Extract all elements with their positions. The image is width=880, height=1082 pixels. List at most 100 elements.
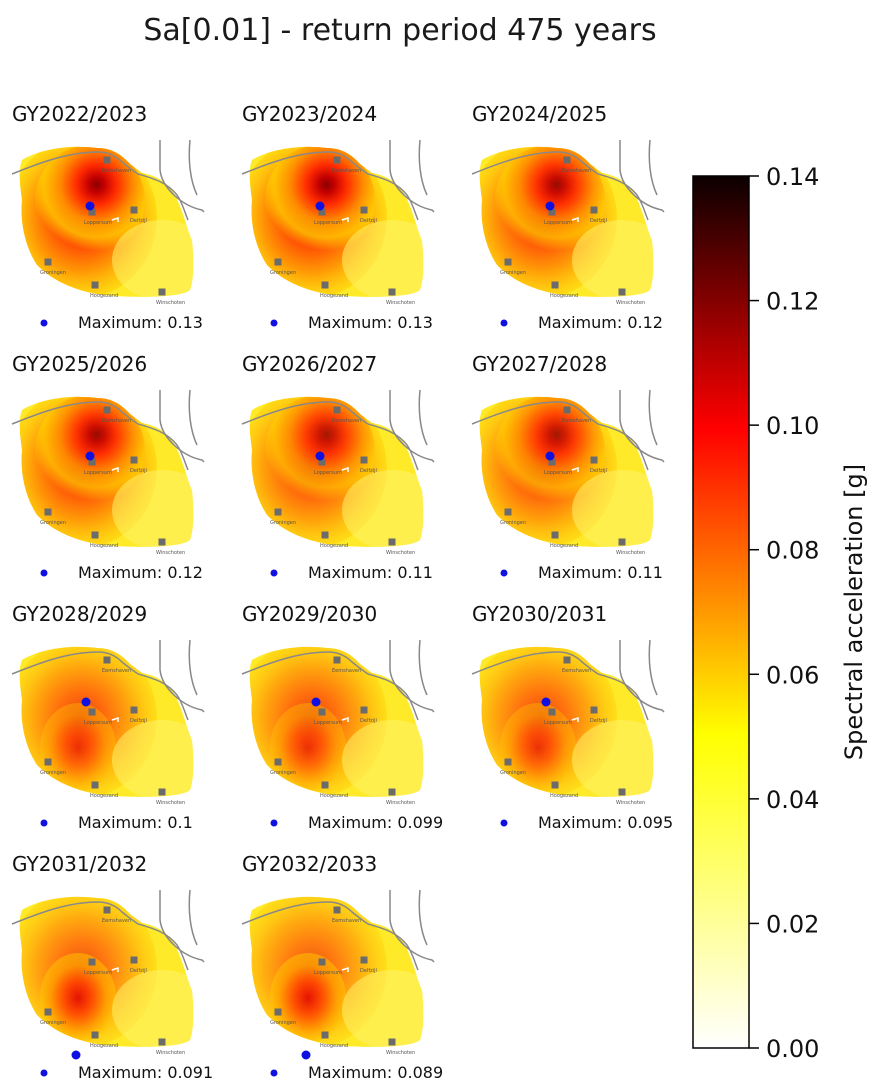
map-mark [571, 716, 579, 722]
coastline [471, 401, 599, 425]
max-location-dot [311, 697, 321, 707]
border-line-2 [188, 389, 198, 446]
city-marker [333, 406, 341, 414]
hazard-field [249, 896, 424, 1047]
city-label: Groningen [40, 520, 66, 526]
city-marker [321, 531, 329, 539]
city-marker [91, 531, 99, 539]
city-marker [321, 1031, 329, 1039]
hazard-peak [270, 703, 346, 793]
hazard-field [19, 146, 194, 297]
map-panel: GY2027/2028 Eemshaven Delfzijl Loppersum Gro… [471, 352, 665, 582]
hazard-field [249, 646, 424, 797]
map-panel: GY2032/2033 Eemshaven Delfzijl Loppersum Gro… [241, 852, 443, 1082]
city-label: Groningen [500, 520, 526, 526]
hazard-peak [35, 396, 145, 505]
legend-dot [270, 569, 278, 577]
city-label: Hoogezand [90, 793, 118, 799]
border-line [619, 390, 665, 463]
hazard-peak [40, 703, 116, 793]
hazard-field [479, 646, 654, 797]
city-label: Eemshaven [332, 168, 361, 174]
border-line [159, 140, 205, 213]
coastline [241, 651, 369, 675]
city-marker [333, 906, 341, 914]
city-marker [563, 156, 571, 164]
city-label: Delfzijl [130, 468, 147, 474]
border-line-2 [418, 139, 428, 196]
colorbar-tick-label: 0.04 [766, 786, 819, 814]
border-line [389, 640, 435, 713]
city-label: Winschoten [156, 550, 185, 556]
maximum-label: Maximum: 0.13 [308, 313, 433, 332]
hazard-low [572, 220, 654, 297]
coastline [11, 901, 139, 925]
city-label: Eemshaven [562, 668, 591, 674]
panel-title: GY2029/2030 [242, 602, 377, 626]
legend-dot [270, 1069, 278, 1077]
colorbar-tick-label: 0.02 [766, 910, 819, 938]
city-marker [590, 456, 598, 464]
city-marker [44, 1008, 52, 1016]
city-marker [130, 706, 138, 714]
colorbar-tick-label: 0.00 [766, 1035, 819, 1063]
map-panel: GY2024/2025 Eemshaven Delfzijl Loppersum Gro… [471, 102, 665, 332]
city-marker [548, 208, 556, 216]
maximum-label: Maximum: 0.12 [78, 563, 203, 582]
panel-title: GY2022/2023 [12, 102, 147, 126]
city-label: Loppersum [544, 220, 572, 226]
city-marker [618, 788, 626, 796]
city-label: Groningen [40, 270, 66, 276]
city-label: Hoogezand [550, 793, 578, 799]
max-location-dot [545, 451, 555, 461]
city-label: Winschoten [156, 300, 185, 306]
panels-grid: GY2022/2023 Eemshaven Delfzijl Loppersum Gro… [11, 102, 673, 1082]
legend-dot [270, 319, 278, 327]
hazard-low [112, 720, 194, 797]
city-marker [504, 258, 512, 266]
hazard-low [342, 720, 424, 797]
coastline [11, 651, 139, 675]
city-label: Hoogezand [90, 1043, 118, 1049]
city-marker [551, 281, 559, 289]
city-marker [388, 1038, 396, 1046]
city-marker [274, 258, 282, 266]
panel-title: GY2024/2025 [472, 102, 607, 126]
map-panel: GY2025/2026 Eemshaven Delfzijl Loppersum Gro… [11, 352, 205, 582]
coastline [241, 151, 369, 175]
hazard-low [572, 720, 654, 797]
figure-title: Sa[0.01] - return period 475 years [143, 13, 656, 48]
legend-dot [40, 819, 48, 827]
border-line-2 [648, 389, 658, 446]
legend-dot [40, 1069, 48, 1077]
city-label: Eemshaven [562, 418, 591, 424]
city-label: Loppersum [544, 720, 572, 726]
max-location-dot [545, 201, 555, 211]
city-label: Groningen [500, 770, 526, 776]
coastline-east [367, 173, 419, 221]
map-mark [111, 466, 119, 472]
city-marker [130, 456, 138, 464]
maximum-label: Maximum: 0.091 [78, 1063, 213, 1082]
colorbar-gradient [692, 175, 750, 1049]
border-line-2 [418, 639, 428, 696]
city-marker [88, 708, 96, 716]
border-line-2 [648, 139, 658, 196]
legend-dot [270, 819, 278, 827]
city-marker [360, 456, 368, 464]
city-marker [590, 706, 598, 714]
city-marker [318, 458, 326, 466]
max-location-dot [315, 451, 325, 461]
border-line-2 [188, 139, 198, 196]
hazard-peak [495, 146, 605, 255]
coastline-east [597, 673, 649, 721]
panel-title: GY2031/2032 [12, 852, 147, 876]
panel-title: GY2032/2033 [242, 852, 377, 876]
city-label: Groningen [500, 270, 526, 276]
city-marker [158, 788, 166, 796]
city-marker [103, 906, 111, 914]
border-line [159, 890, 205, 963]
map-mark [571, 466, 579, 472]
city-marker [103, 656, 111, 664]
max-location-dot [71, 1050, 81, 1060]
